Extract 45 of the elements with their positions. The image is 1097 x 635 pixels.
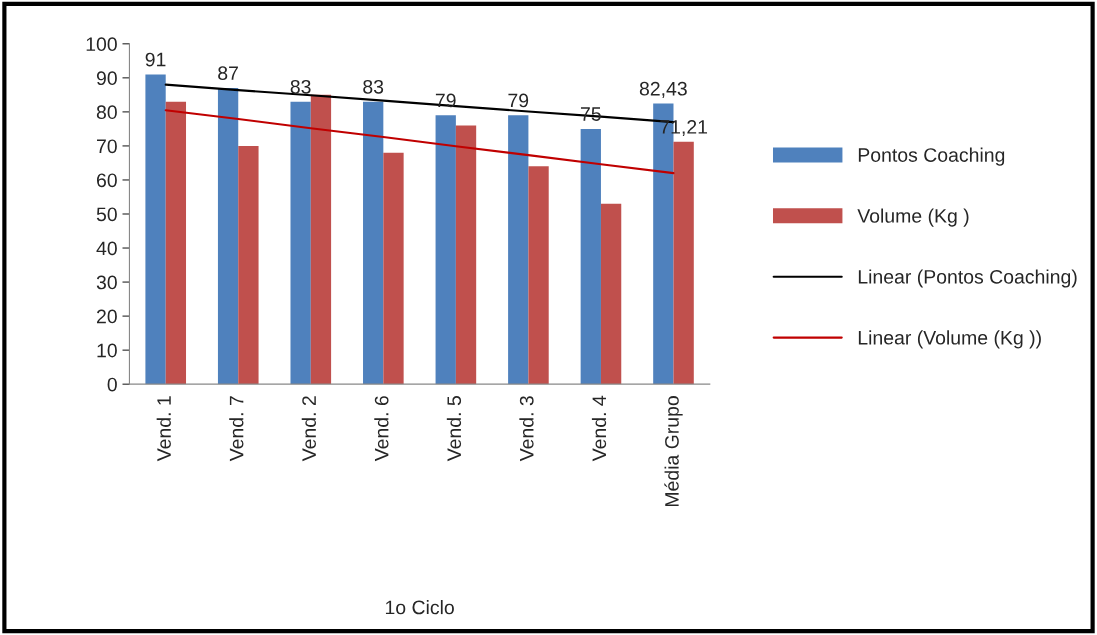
bar — [528, 166, 549, 385]
x-tick-label: Vend. 5 — [446, 396, 462, 462]
x-tick-label: Vend. 1 — [156, 396, 171, 462]
legend-label: Linear (Volume (Kg )) — [858, 330, 1041, 349]
y-tick-label: 80 — [96, 105, 117, 120]
bar — [455, 125, 477, 385]
y-tick-label: 60 — [97, 173, 117, 188]
legend-label: Pontos Coaching — [858, 147, 1005, 166]
bar — [290, 101, 311, 385]
bar — [600, 203, 622, 385]
bar — [383, 152, 404, 385]
y-tick-label: 30 — [96, 275, 117, 290]
bar — [238, 145, 259, 385]
bar — [435, 115, 456, 385]
y-tick-label: 90 — [96, 71, 117, 86]
y-tick-label: 20 — [96, 309, 117, 324]
x-tick-label: Vend. 4 — [591, 395, 607, 462]
x-tick-label: Vend. 3 — [519, 396, 534, 462]
data-label: 91 — [145, 52, 166, 67]
bar — [145, 74, 166, 385]
data-label: 79 — [508, 93, 529, 108]
bar — [165, 101, 187, 385]
data-label: 83 — [363, 79, 384, 94]
x-tick-label: Média Grupo — [664, 396, 683, 507]
y-tick-label: 100 — [86, 37, 117, 52]
legend-label: Linear (Pontos Coaching) — [858, 269, 1077, 288]
bar — [217, 88, 239, 385]
y-tick-label: 50 — [96, 207, 117, 222]
bar — [363, 101, 384, 385]
bar — [310, 94, 332, 385]
legend-label: Volume (Kg ) — [857, 208, 969, 227]
bar — [508, 115, 529, 385]
data-label: 82,43 — [639, 81, 687, 98]
x-tick-label: Vend. 2 — [301, 396, 317, 462]
bar — [580, 128, 601, 385]
data-label: 83 — [290, 79, 311, 94]
bar — [673, 141, 694, 385]
data-label: 87 — [218, 66, 238, 81]
y-tick-label: 70 — [97, 139, 117, 154]
y-tick-label: 0 — [107, 377, 117, 392]
y-tick-label: 40 — [96, 241, 117, 256]
x-axis-title: 1o Ciclo — [385, 600, 454, 615]
x-tick-label: Vend. 7 — [229, 396, 244, 462]
x-tick-label: Vend. 6 — [374, 396, 389, 462]
y-tick-label: 10 — [97, 343, 117, 358]
